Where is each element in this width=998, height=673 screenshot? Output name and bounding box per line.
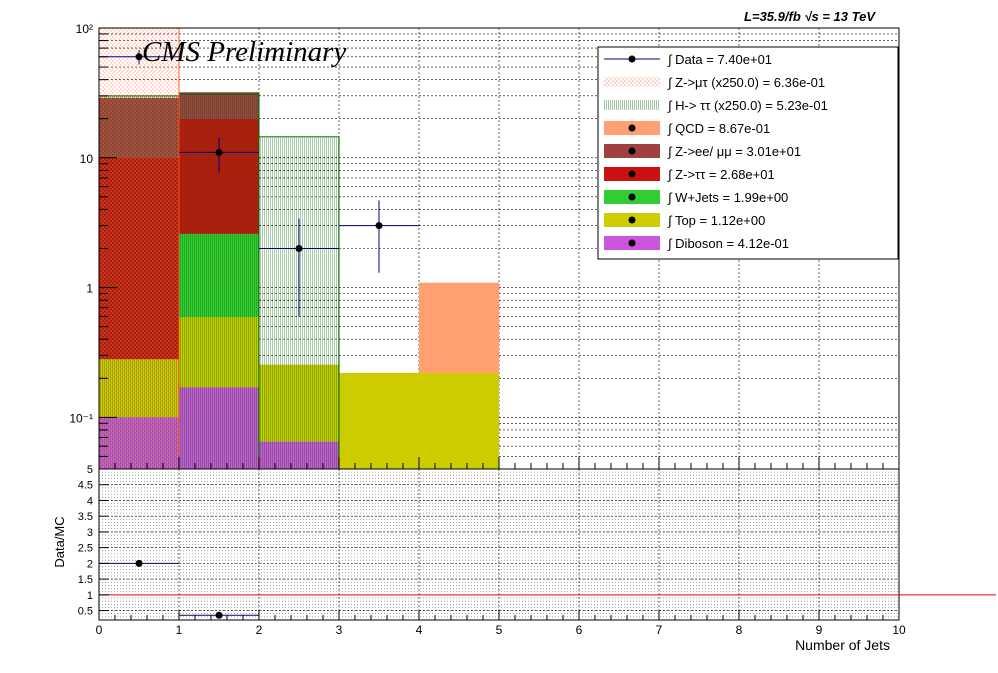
ratio-y-tick-label: 3 <box>87 527 93 539</box>
y-tick-label: 10⁻¹ <box>69 411 93 425</box>
legend-entry: ∫ Z->ττ = 2.68e+01 <box>667 167 775 182</box>
legend-entry: ∫ Z->μτ (x250.0) = 6.36e-01 <box>667 75 825 90</box>
main-panel: 10⁻¹ 1 10 10² <box>69 22 900 470</box>
x-tick-label: 6 <box>576 623 583 637</box>
legend-swatch-dot <box>628 239 636 247</box>
bar-top <box>339 372 419 469</box>
legend-swatch-hatch <box>604 77 660 87</box>
overlay-bar-z-mutau <box>98 27 180 470</box>
x-tick-label: 9 <box>816 623 823 637</box>
y-tick-label: 10² <box>76 22 93 36</box>
data-point <box>295 245 303 252</box>
legend: ∫ Data = 7.40e+01 ∫ Z->μτ (x250.0) = 6.36… <box>597 46 899 260</box>
legend-entry: ∫ W+Jets = 1.99e+00 <box>667 190 788 205</box>
ratio-y-tick-label: 4.5 <box>78 480 93 492</box>
legend-entry: ∫ Data = 7.40e+01 <box>667 52 772 67</box>
data-point <box>375 222 383 230</box>
x-tick-label: 10 <box>892 623 906 637</box>
x-tick-label: 8 <box>736 623 743 637</box>
legend-marker-dot <box>628 55 636 63</box>
legend-entry: ∫ Top = 1.12e+00 <box>667 213 765 228</box>
x-tick-label: 7 <box>656 623 663 637</box>
ratio-y-tick-label: 2.5 <box>78 543 93 555</box>
ratio-panel: 0 1 2 3 4 5 6 7 8 9 10 0.5 1 1.5 2 2.5 3 3.5 4 4.5 5 <box>78 464 996 637</box>
ratio-y-tick-label: 4 <box>87 495 93 507</box>
y-tick-label: 10 <box>80 152 94 166</box>
ratio-y-tick-label: 2 <box>87 558 93 570</box>
legend-swatch-dot <box>628 124 636 132</box>
ratio-y-tick-label: 5 <box>87 464 93 476</box>
lumi-header: L=35.9/fb √s = 13 TeV <box>744 9 876 24</box>
bar-qcd <box>419 282 499 373</box>
legend-entry: ∫ H-> ττ (x250.0) = 5.23e-01 <box>667 98 828 113</box>
legend-swatch-dot <box>628 216 636 224</box>
legend-swatch-dot <box>628 170 636 178</box>
ratio-point <box>215 611 223 619</box>
legend-swatch-dot <box>628 193 636 201</box>
x-tick-label: 5 <box>496 623 503 637</box>
ratio-y-tick-label: 1.5 <box>78 574 93 586</box>
ratio-y-tick-label: 0.5 <box>78 606 93 618</box>
legend-entry: ∫ Z->ee/ μμ = 3.01e+01 <box>667 144 801 159</box>
legend-swatch-hatch <box>604 100 660 110</box>
ratio-y-tick-label: 3.5 <box>78 511 93 523</box>
bar-top <box>419 372 499 469</box>
legend-entry: ∫ Diboson = 4.12e-01 <box>667 236 789 251</box>
x-tick-label: 0 <box>96 623 103 637</box>
ratio-y-tick-label: 1 <box>87 590 93 602</box>
ratio-y-axis-label: Data/MC <box>52 516 67 567</box>
x-tick-label: 2 <box>256 623 263 637</box>
y-tick-label: 1 <box>86 282 93 296</box>
legend-swatch-dot <box>628 147 636 155</box>
x-tick-label: 3 <box>336 623 343 637</box>
data-point <box>135 53 143 61</box>
ratio-point <box>135 559 143 567</box>
x-tick-label: 4 <box>416 623 423 637</box>
cms-watermark: CMS Preliminary <box>142 36 346 68</box>
data-point <box>215 148 223 156</box>
x-tick-label: 1 <box>176 623 183 637</box>
x-axis-label: Number of Jets <box>795 637 890 653</box>
legend-entry: ∫ QCD = 8.67e-01 <box>667 121 770 136</box>
